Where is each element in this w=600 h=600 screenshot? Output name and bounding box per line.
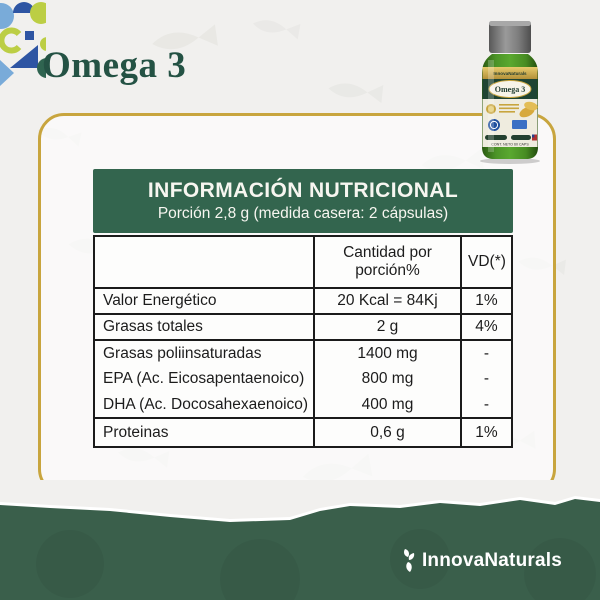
product-bottle-image: InnovaNaturals Omega 3 CONT. NETO 60 CAP… <box>480 21 540 164</box>
table-row: Grasas poliinsaturadas 1400 mg - <box>94 340 512 366</box>
row-vd: 1% <box>460 288 512 315</box>
row-amount: 2 g <box>313 314 461 341</box>
row-vd: 1% <box>460 418 512 447</box>
row-label: DHA (Ac. Docosahexaenoico) <box>94 392 314 419</box>
row-amount: 20 Kcal = 84Kj <box>313 288 461 315</box>
row-vd: - <box>460 340 512 366</box>
row-label: Proteinas <box>103 423 169 441</box>
bottle-net-content-text: CONT. NETO 60 CAPS <box>491 143 529 147</box>
col-vd-header: VD(*) <box>460 236 512 289</box>
row-vd: 4% <box>460 314 512 341</box>
page-title: Omega 3 <box>42 45 187 86</box>
row-vd: - <box>460 366 512 392</box>
col-amount-header: Cantidad por porción% <box>313 236 461 289</box>
footer-brand-name: InnovaNaturals <box>421 550 562 571</box>
table-row: DHA (Ac. Docosahexaenoico) 400 mg - <box>94 392 512 419</box>
row-label: Grasas poliinsaturadas <box>103 344 262 362</box>
row-amount: 800 mg <box>313 366 461 392</box>
row-label: Valor Energético <box>94 288 314 315</box>
bottle-brand-text: InnovaNaturals <box>493 71 527 76</box>
row-amount: 400 mg <box>313 392 461 419</box>
footer-brand-logo: InnovaNaturals <box>401 548 562 574</box>
footer-watermark-pattern <box>36 529 596 600</box>
row-label: Grasas totales <box>94 314 314 341</box>
nutrition-title: INFORMACIÓN NUTRICIONAL <box>147 179 459 202</box>
nutrition-card: INFORMACIÓN NUTRICIONAL Porción 2,8 g (m… <box>38 113 556 495</box>
nutrition-table: Cantidad por porción% VD(*) Valor Energé… <box>93 235 513 448</box>
table-row: Proteinas 0,6 g 1% <box>94 418 512 447</box>
nutrition-portion: Porción 2,8 g (medida casera: 2 cápsulas… <box>157 205 449 222</box>
footer-band: InnovaNaturals <box>0 480 600 600</box>
table-header-row: Cantidad por porción% VD(*) <box>94 236 512 289</box>
row-vd: - <box>460 392 512 419</box>
row-amount: 1400 mg <box>313 340 461 366</box>
torn-paper-edge <box>0 480 600 522</box>
table-row: EPA (Ac. Eicosapentaenoico) 800 mg - <box>94 366 512 392</box>
leaf-icon <box>403 549 415 572</box>
brand-mosaic-logo <box>0 2 46 86</box>
table-row: Grasas totales 2 g 4% <box>94 314 512 341</box>
bottle-shadow <box>480 158 540 164</box>
nutrition-header: INFORMACIÓN NUTRICIONAL Porción 2,8 g (m… <box>93 169 513 233</box>
row-amount: 0,6 g <box>313 418 461 447</box>
row-label: EPA (Ac. Eicosapentaenoico) <box>103 370 305 387</box>
col-blank <box>94 236 314 289</box>
bottle-name-text: Omega 3 <box>495 85 525 94</box>
table-row: Valor Energético 20 Kcal = 84Kj 1% <box>94 288 512 315</box>
bottle-cap <box>489 21 531 53</box>
